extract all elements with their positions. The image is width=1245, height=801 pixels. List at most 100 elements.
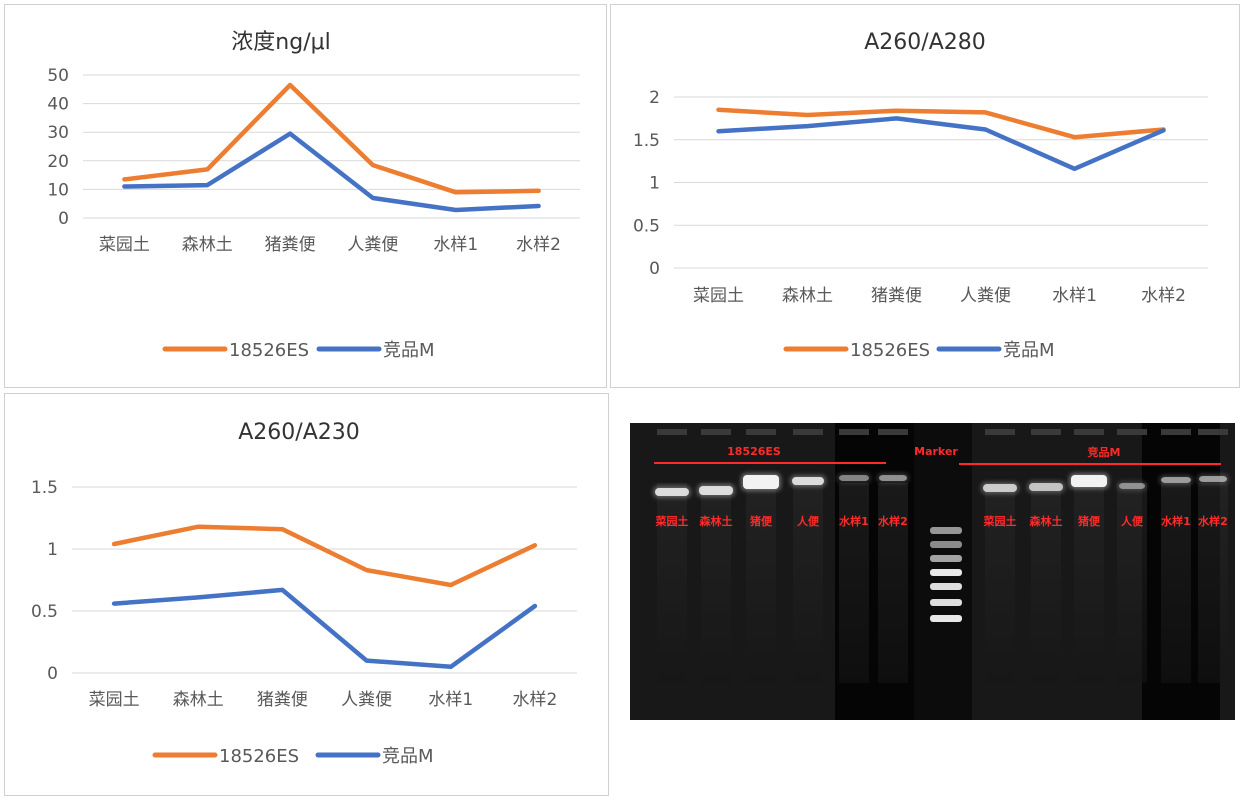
y-tick-label: 10	[47, 180, 69, 200]
x-tick-label: 森林土	[173, 690, 224, 710]
gel-well	[793, 429, 823, 435]
a260-a280-chart-panel: A260/A280 0 0.5 1 1.5 2 菜园土 森林土 猪粪便 人粪便 水样1 水样2 1852…	[610, 4, 1240, 388]
gel-well	[1117, 429, 1147, 435]
x-tick-label: 水样2	[513, 690, 558, 710]
y-tick-label: 30	[47, 123, 69, 143]
a260-a230-line-chart: A260/A230 0 0.5 1 1.5 菜园土 森林土 猪粪便 人粪便 水样1 水样2 18526…	[31, 420, 577, 767]
series-line	[716, 107, 1166, 140]
agarose-gel-image: 18526ES Marker 竞品M 菜园土 森林土 猪便 人便 水样1 水样2 菜园土 森林…	[630, 423, 1235, 720]
gel-lane-label: 菜园土	[655, 514, 689, 528]
gel-well	[746, 429, 776, 435]
gel-electrophoresis-picture: 18526ES Marker 竞品M 菜园土 森林土 猪便 人便 水样1 水样2 菜园土 森林…	[630, 423, 1235, 720]
gel-ladder-band	[930, 569, 962, 576]
gel-marker-label: Marker	[914, 445, 958, 458]
legend-label: 竞品M	[383, 340, 435, 361]
gel-lane-label: 猪便	[749, 514, 773, 528]
x-tick-label: 水样1	[433, 235, 478, 255]
y-tick-label: 1.5	[31, 478, 58, 498]
legend-label: 18526ES	[850, 340, 930, 361]
gel-lane-label: 水样2	[878, 514, 908, 528]
concentration-chart-panel: 浓度ng/μl 0 10 20 30 40 50 菜园土 森林土 猪粪便 人粪便 水样1 水样2 1852…	[4, 4, 607, 388]
gel-smear	[878, 483, 908, 683]
gel-lane-labels: 菜园土 森林土 猪便 人便 水样1 水样2 菜园土 森林土 猪便 人便 水样1 水样2	[655, 514, 1228, 528]
legend-label: 18526ES	[229, 340, 309, 361]
gel-ladder-band	[930, 599, 962, 606]
gel-band	[743, 475, 779, 489]
gel-smear	[657, 483, 687, 683]
y-tick-label: 0.5	[633, 216, 660, 236]
gel-band	[1199, 476, 1227, 482]
y-tick-label: 0	[58, 209, 69, 229]
gel-smear	[1161, 483, 1191, 683]
gel-lane-label: 水样1	[839, 514, 869, 528]
gel-lane-label: 人便	[797, 514, 820, 528]
legend-label: 竞品M	[1003, 340, 1055, 361]
gel-well	[839, 429, 869, 435]
x-tick-label: 猪粪便	[871, 286, 922, 306]
x-tick-label: 菜园土	[89, 690, 140, 710]
gel-lane-label: 水样2	[1198, 514, 1228, 528]
gel-band	[1029, 483, 1063, 491]
gel-band-glow	[837, 473, 871, 483]
x-tick-label: 人粪便	[347, 235, 398, 255]
a260-a230-chart-panel: A260/A230 0 0.5 1 1.5 菜园土 森林土 猪粪便 人粪便 水样1 水样2 18526…	[4, 393, 609, 796]
y-tick-label: 0	[47, 664, 58, 684]
y-tick-label: 1.5	[633, 131, 660, 151]
x-tick-label: 菜园土	[99, 235, 150, 255]
gel-smear	[1198, 483, 1228, 683]
gel-ladder-band	[930, 527, 962, 534]
legend-label: 18526ES	[219, 746, 299, 767]
gel-band-glow	[1117, 481, 1147, 491]
x-tick-label: 水样1	[1052, 286, 1097, 306]
gel-well	[1198, 429, 1228, 435]
gel-smear	[746, 483, 776, 683]
chart-title: A260/A280	[864, 30, 986, 55]
gel-well	[1161, 429, 1191, 435]
gel-band	[983, 484, 1017, 492]
a260-a280-line-chart: A260/A280 0 0.5 1 1.5 2 菜园土 森林土 猪粪便 人粪便 水样1 水样2 1852…	[633, 30, 1208, 361]
gel-smear	[793, 483, 823, 683]
gel-lane-label: 森林土	[1030, 514, 1063, 528]
x-tick-label: 菜园土	[693, 286, 744, 306]
x-tick-label: 水样2	[1141, 286, 1186, 306]
gel-smear	[1031, 483, 1061, 683]
gel-well	[985, 429, 1015, 435]
gel-smear	[701, 483, 731, 683]
gel-well	[1031, 429, 1061, 435]
gel-ladder-band	[930, 583, 962, 590]
gel-well	[657, 429, 687, 435]
concentration-line-chart: 浓度ng/μl 0 10 20 30 40 50 菜园土 森林土 猪粪便 人粪便 水样1 水样2 1852…	[47, 30, 580, 361]
gel-smear	[1074, 483, 1104, 683]
gel-wells	[657, 429, 1228, 683]
gel-ladder-band	[930, 555, 962, 562]
series-line	[111, 524, 538, 588]
y-tick-label: 20	[47, 152, 69, 172]
gel-smear	[839, 483, 869, 683]
gel-lane-label: 森林土	[700, 514, 733, 528]
gel-group-label-right: 竞品M	[1088, 445, 1121, 459]
gel-smear	[985, 483, 1015, 683]
gel-band	[879, 475, 907, 481]
gel-band	[792, 477, 824, 485]
x-tick-label: 森林土	[782, 286, 833, 306]
chart-title: A260/A230	[238, 420, 360, 445]
x-tick-label: 森林土	[182, 235, 233, 255]
gel-ladder-band	[930, 541, 962, 548]
gel-well	[1074, 429, 1104, 435]
gel-smear	[1117, 483, 1147, 683]
gel-ladder-band	[930, 615, 962, 622]
gel-band	[1071, 475, 1107, 487]
series-line	[716, 116, 1166, 172]
gel-bands	[653, 473, 1229, 498]
gel-band	[699, 486, 733, 495]
series-line	[122, 131, 541, 213]
y-tick-label: 1	[649, 174, 660, 194]
series-line	[122, 82, 541, 195]
y-tick-label: 0.5	[31, 602, 58, 622]
gel-band	[655, 488, 689, 496]
y-tick-label: 50	[47, 66, 69, 86]
x-tick-label: 水样1	[428, 690, 473, 710]
gel-lane-label: 猪便	[1077, 514, 1101, 528]
gel-well	[878, 429, 908, 435]
gel-well	[701, 429, 731, 435]
